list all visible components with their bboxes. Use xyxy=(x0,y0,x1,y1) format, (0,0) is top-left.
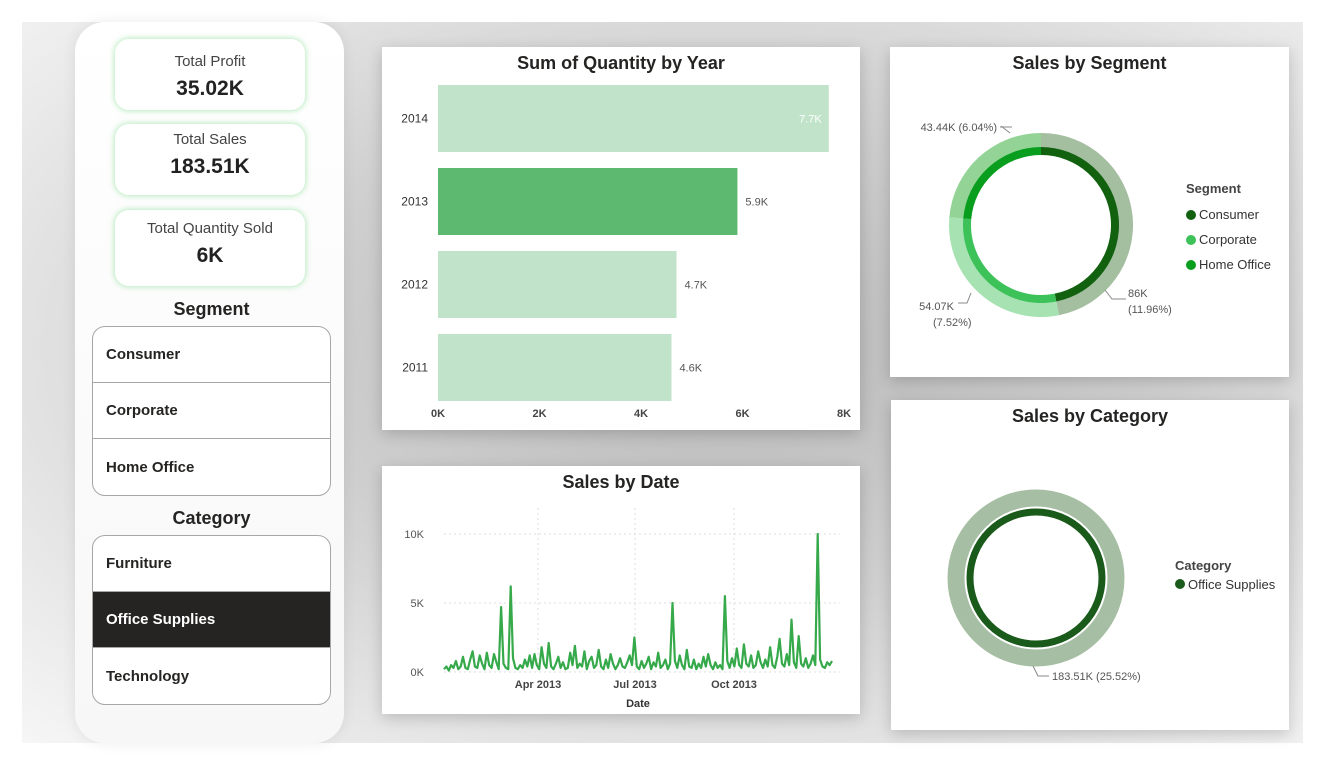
legend-item-office-supplies[interactable]: Office Supplies xyxy=(1175,573,1275,595)
quantity-by-year-chart[interactable]: Sum of Quantity by Year 2014 7.7K 2013 5.9K… xyxy=(382,47,860,430)
x-axis-title: Date xyxy=(626,698,650,710)
total-sales-value: 183.51K xyxy=(170,155,250,178)
total-sales-label: Total Sales xyxy=(173,131,247,148)
total-quantity-value: 6K xyxy=(196,244,224,267)
x-tick-label: 2K xyxy=(532,408,546,420)
x-tick-label: Oct 2013 xyxy=(711,679,757,691)
bar-2014 xyxy=(438,85,829,152)
total-sales-card: Total Sales 183.51K xyxy=(115,124,305,195)
slice-outer-0 xyxy=(1041,133,1133,316)
category-slicer: Furniture Office Supplies Technology xyxy=(92,535,331,705)
data-label: 54.07K xyxy=(919,301,955,313)
y-tick-label: 2014 xyxy=(401,112,428,126)
total-quantity-card: Total Quantity Sold 6K xyxy=(115,210,305,286)
legend-dot-icon xyxy=(1186,234,1196,245)
segment-legend-title: Segment xyxy=(1186,181,1241,196)
y-tick-label: 2013 xyxy=(401,195,428,209)
slice-outer-0 xyxy=(947,489,1125,667)
total-quantity-label: Total Quantity Sold xyxy=(147,220,273,237)
legend-dot-icon xyxy=(1186,209,1196,220)
date-chart-title: Sales by Date xyxy=(562,472,680,492)
segment-donut: 86K (11.96%) 54.07K (7.52%) 43.44K (6.04%) xyxy=(919,122,1172,329)
leader-line xyxy=(1032,665,1049,677)
legend-item-home-office[interactable]: Home Office xyxy=(1186,252,1271,277)
date-chart-plot: 0K 5K 10K Apr 2013 Jul 2013 Oct 2013 Date xyxy=(404,508,840,710)
total-profit-value: 35.02K xyxy=(176,77,244,100)
total-profit-label: Total Profit xyxy=(174,53,246,70)
category-slicer-title: Category xyxy=(172,508,251,528)
quantity-chart-plot: 2014 7.7K 2013 5.9K 2012 4.7K 2011 4.6K 0K 2K 4K 6K… xyxy=(401,85,851,420)
slice-0 xyxy=(1041,147,1119,302)
legend-label: Office Supplies xyxy=(1188,576,1276,592)
data-label: (7.52%) xyxy=(933,317,972,329)
sales-by-date-chart[interactable]: Sales by Date 0K 5K 10K Apr 2013 Jul 2013 Oct… xyxy=(382,466,860,714)
category-legend-title: Category xyxy=(1175,558,1232,573)
data-label: 7.7K xyxy=(799,114,822,126)
data-label: 183.51K (25.52%) xyxy=(1052,671,1141,683)
x-tick-label: 4K xyxy=(634,408,648,420)
legend-dot-icon xyxy=(1186,259,1196,270)
legend-label: Consumer xyxy=(1199,207,1259,222)
legend-item-consumer[interactable]: Consumer xyxy=(1186,202,1271,227)
y-tick-label: 2011 xyxy=(402,361,428,375)
slice-outer-2 xyxy=(949,133,1041,219)
legend-item-corporate[interactable]: Corporate xyxy=(1186,227,1271,252)
data-label: 43.44K (6.04%) xyxy=(921,122,997,134)
y-tick-label: 0K xyxy=(411,667,425,679)
y-tick-label: 10K xyxy=(404,529,424,541)
bar-2012 xyxy=(438,251,677,318)
quantity-chart-title: Sum of Quantity by Year xyxy=(517,53,725,73)
legend-dot-icon xyxy=(1175,579,1185,589)
segment-item-corporate[interactable]: Corporate xyxy=(93,383,330,439)
x-tick-label: 0K xyxy=(431,408,445,420)
legend-label: Corporate xyxy=(1199,232,1257,247)
data-label: 5.9K xyxy=(745,197,768,209)
leader-line xyxy=(958,292,972,304)
segment-slicer-title: Segment xyxy=(173,299,250,319)
sales-line xyxy=(443,532,833,672)
segment-item-home-office[interactable]: Home Office xyxy=(106,458,195,476)
sales-by-segment-chart[interactable]: Sales by Segment 86K (11.96%) 54.07K (7.52%… xyxy=(890,47,1289,377)
segment-chart-title: Sales by Segment xyxy=(1012,53,1167,73)
segment-legend: Segment Consumer Corporate Home Office xyxy=(1186,181,1271,277)
category-item-office-supplies[interactable]: Office Supplies xyxy=(93,592,330,648)
x-tick-label: Jul 2013 xyxy=(613,679,656,691)
bar-2013 xyxy=(438,168,738,235)
slice-0 xyxy=(966,508,1106,648)
x-tick-label: 8K xyxy=(837,408,851,420)
segment-slicer: Consumer Corporate Home Office xyxy=(92,326,331,496)
data-label: 86K xyxy=(1128,288,1148,300)
category-item-furniture[interactable]: Furniture xyxy=(93,536,330,592)
total-profit-card: Total Profit 35.02K xyxy=(115,39,305,110)
y-tick-label: 2012 xyxy=(401,278,428,292)
x-tick-label: Apr 2013 xyxy=(515,679,561,691)
x-tick-label: 6K xyxy=(735,408,749,420)
category-legend: Category Office Supplies xyxy=(1175,558,1275,595)
category-donut: 183.51K (25.52%) xyxy=(947,489,1141,683)
category-item-technology[interactable]: Technology xyxy=(106,667,190,685)
leader-line xyxy=(1104,289,1126,300)
bar-2011 xyxy=(438,334,672,401)
data-label: 4.7K xyxy=(685,280,708,292)
sales-by-category-chart[interactable]: Sales by Category 183.51K (25.52%) Categ… xyxy=(891,400,1289,730)
data-label: 4.6K xyxy=(679,363,702,375)
slice-2 xyxy=(963,147,1041,220)
segment-item-consumer[interactable]: Consumer xyxy=(93,327,330,383)
y-tick-label: 5K xyxy=(411,598,425,610)
data-label: (11.96%) xyxy=(1128,304,1172,316)
category-chart-title: Sales by Category xyxy=(1011,406,1169,426)
slice-outer-1 xyxy=(949,217,1060,317)
legend-label: Home Office xyxy=(1199,257,1272,272)
